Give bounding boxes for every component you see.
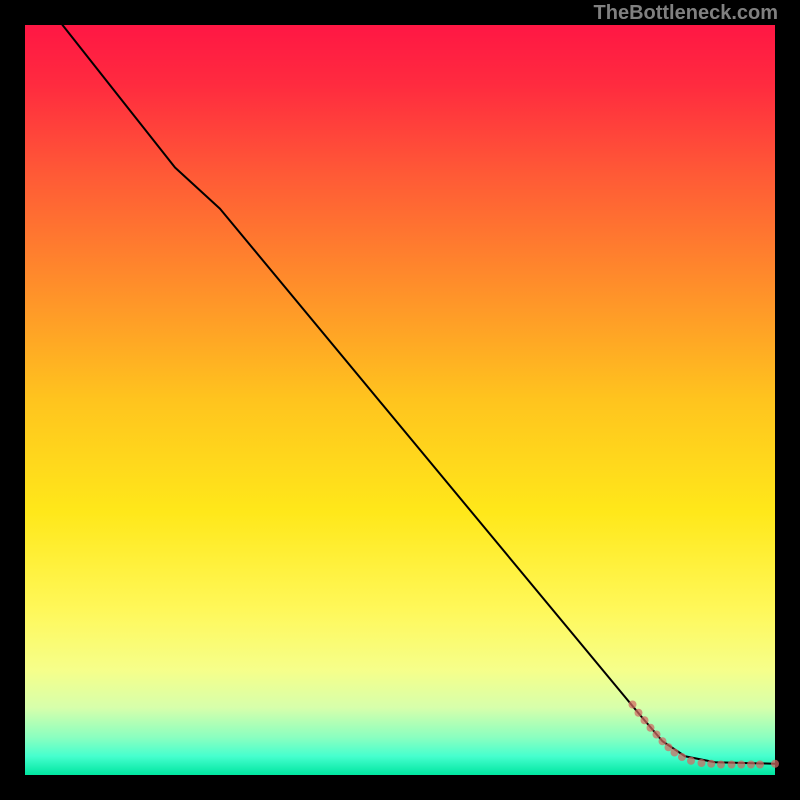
- marker-point: [671, 749, 679, 757]
- marker-point: [653, 731, 661, 739]
- marker-point: [771, 760, 779, 768]
- marker-point: [707, 760, 715, 768]
- marker-point: [728, 761, 736, 769]
- marker-point: [647, 724, 655, 732]
- plot-area: [25, 25, 775, 775]
- marker-point: [665, 743, 673, 751]
- marker-point: [698, 759, 706, 767]
- marker-point: [687, 757, 695, 765]
- marker-point: [737, 761, 745, 769]
- curve-line: [63, 25, 776, 764]
- marker-point: [756, 761, 764, 769]
- marker-point: [641, 716, 649, 724]
- attribution-label: TheBottleneck.com: [594, 2, 778, 25]
- chart-svg-overlay: [25, 25, 775, 775]
- marker-point: [659, 737, 667, 745]
- marker-group: [629, 701, 780, 769]
- marker-point: [678, 753, 686, 761]
- marker-point: [747, 761, 755, 769]
- stage: TheBottleneck.com: [0, 0, 800, 800]
- marker-point: [635, 709, 643, 717]
- marker-point: [629, 701, 637, 709]
- marker-point: [717, 761, 725, 769]
